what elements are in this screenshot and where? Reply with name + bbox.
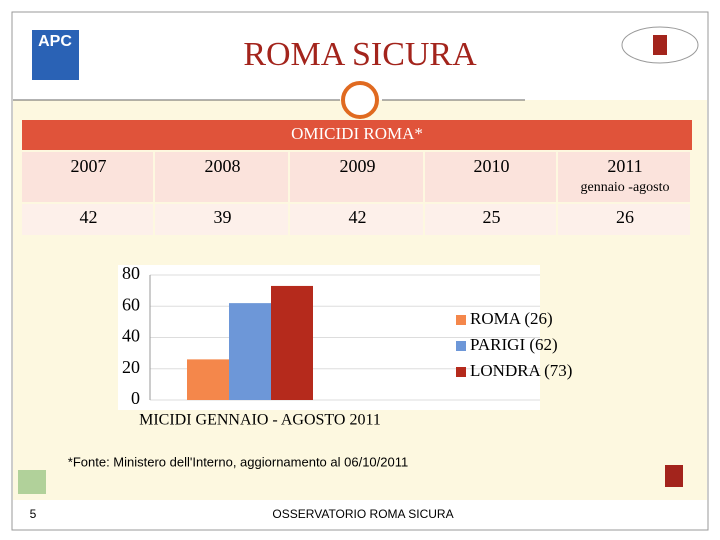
logo <box>653 35 667 55</box>
logo <box>32 30 79 80</box>
table-header <box>22 120 692 150</box>
y-tick-label: 20 <box>122 357 140 377</box>
table-cell <box>425 152 556 202</box>
column-header: 2011 <box>607 156 642 176</box>
table-cell <box>290 204 423 235</box>
y-tick-label: 40 <box>122 326 140 346</box>
column-header: 2007 <box>71 156 107 176</box>
table-cell <box>155 152 288 202</box>
bar <box>271 285 313 400</box>
logo <box>621 26 699 64</box>
bar <box>187 359 229 400</box>
page-number: 5 <box>30 507 37 521</box>
column-header: 2009 <box>340 156 376 176</box>
legend-label: PARIGI (62) <box>470 335 558 354</box>
table-value: 39 <box>214 207 232 227</box>
column-note: gennaio -agosto <box>580 180 669 195</box>
footnote: *Fonte: Ministero dell'Interno, aggiorna… <box>68 454 408 469</box>
table-cell <box>290 152 423 202</box>
table-cell <box>425 204 556 235</box>
title: ROMA SICURA <box>243 36 477 73</box>
logo <box>665 465 683 487</box>
table-value: 42 <box>349 207 367 227</box>
x-tick-label: MICIDI GENNAIO - AGOSTO 2011 <box>139 412 381 429</box>
column-header: 2010 <box>474 156 510 176</box>
table-value: 25 <box>483 207 501 227</box>
legend-swatch <box>456 367 466 377</box>
y-tick-label: 60 <box>122 294 140 314</box>
bar <box>229 303 271 400</box>
table-value: 26 <box>616 207 634 227</box>
table-cell <box>558 204 690 235</box>
footer: OSSERVATORIO ROMA SICURA <box>272 507 453 521</box>
legend-label: ROMA (26) <box>470 309 553 328</box>
table-title: OMICIDI ROMA* <box>291 124 423 143</box>
logo <box>18 470 46 494</box>
legend-swatch <box>456 341 466 351</box>
column-header: 2008 <box>205 156 241 176</box>
header-circle <box>341 81 379 119</box>
table-cell <box>22 204 153 235</box>
legend-swatch <box>456 315 466 325</box>
legend-label: LONDRA (73) <box>470 361 572 380</box>
y-tick-label: 0 <box>131 388 140 408</box>
table-cell <box>558 152 690 202</box>
table-cell <box>155 204 288 235</box>
logo-text: APC <box>38 33 72 50</box>
table-cell <box>22 152 153 202</box>
y-tick-label: 80 <box>122 263 140 283</box>
table-value: 42 <box>80 207 98 227</box>
